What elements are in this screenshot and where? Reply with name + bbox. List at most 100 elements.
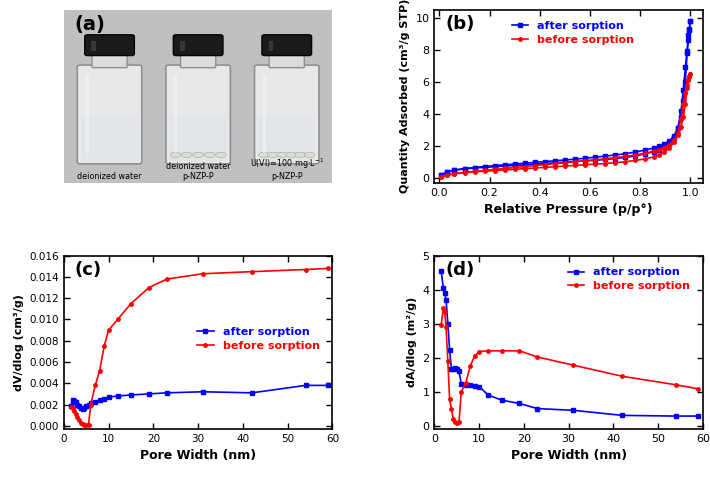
FancyBboxPatch shape xyxy=(173,35,223,55)
Bar xyxy=(92,41,97,51)
after sorption xyxy=(445,347,454,353)
before sorption xyxy=(91,383,99,388)
after sorption xyxy=(694,413,703,419)
before sorption xyxy=(674,130,682,136)
after sorption xyxy=(78,406,87,412)
after sorption xyxy=(481,164,489,170)
after sorption xyxy=(84,402,93,407)
Line: before sorption: before sorption xyxy=(439,307,700,425)
after sorption xyxy=(683,49,692,54)
after sorption xyxy=(533,406,542,412)
after sorption xyxy=(66,402,75,408)
after sorption xyxy=(449,366,457,372)
Bar xyxy=(180,41,185,51)
after sorption xyxy=(466,382,474,388)
before sorption xyxy=(470,169,479,175)
before sorption xyxy=(75,417,83,423)
Legend: after sorption, before sorption: after sorption, before sorption xyxy=(507,17,638,49)
after sorption xyxy=(80,405,89,411)
before sorption xyxy=(683,82,692,88)
after sorption xyxy=(670,134,678,140)
Text: (d): (d) xyxy=(445,261,474,279)
before sorption xyxy=(95,368,104,374)
before sorption xyxy=(449,416,457,422)
FancyBboxPatch shape xyxy=(82,117,138,161)
before sorption xyxy=(82,422,91,428)
after sorption xyxy=(95,397,104,403)
before sorption xyxy=(665,146,673,151)
before sorption xyxy=(681,90,689,96)
before sorption xyxy=(442,324,450,330)
Bar xyxy=(263,76,266,153)
Text: (c): (c) xyxy=(75,261,102,279)
after sorption xyxy=(530,161,539,167)
after sorption xyxy=(470,165,479,171)
Ellipse shape xyxy=(305,152,315,158)
Text: (b): (b) xyxy=(445,15,474,33)
after sorption xyxy=(510,162,519,168)
after sorption xyxy=(601,157,609,162)
before sorption xyxy=(437,322,445,328)
before sorption xyxy=(611,160,619,166)
before sorption xyxy=(71,411,80,417)
after sorption xyxy=(73,402,82,407)
before sorption xyxy=(571,162,579,168)
before sorption xyxy=(447,406,456,412)
before sorption xyxy=(515,348,524,354)
FancyBboxPatch shape xyxy=(180,52,216,67)
Line: after sorption: after sorption xyxy=(439,269,700,418)
before sorption xyxy=(484,348,492,354)
before sorption xyxy=(672,382,680,388)
Line: before sorption: before sorption xyxy=(439,72,692,178)
Y-axis label: dA/dlog (m²/g): dA/dlog (m²/g) xyxy=(407,297,417,388)
before sorption xyxy=(497,348,506,354)
after sorption xyxy=(660,144,668,150)
before sorption xyxy=(621,159,629,165)
before sorption xyxy=(145,285,153,291)
after sorption xyxy=(447,366,456,372)
Line: after sorption: after sorption xyxy=(439,19,692,176)
before sorption xyxy=(686,71,694,77)
before sorption xyxy=(445,396,454,402)
before sorption xyxy=(491,168,499,174)
before sorption xyxy=(569,362,577,368)
after sorption xyxy=(462,382,470,388)
before sorption xyxy=(601,161,609,166)
before sorption xyxy=(679,101,687,107)
after sorption xyxy=(497,397,506,403)
Text: (a): (a) xyxy=(75,15,106,34)
Bar xyxy=(85,76,89,153)
before sorption xyxy=(437,174,446,180)
Text: deionized water: deionized water xyxy=(77,172,142,181)
before sorption xyxy=(439,306,447,311)
after sorption xyxy=(457,381,466,387)
Text: U(VI)=100 mg·L$^{-1}$
p-NZP-P: U(VI)=100 mg·L$^{-1}$ p-NZP-P xyxy=(250,156,324,181)
before sorption xyxy=(694,386,703,392)
X-axis label: Pore Width (nm): Pore Width (nm) xyxy=(140,449,256,462)
before sorption xyxy=(591,161,599,167)
after sorption xyxy=(82,402,91,408)
before sorption xyxy=(581,162,589,168)
before sorption xyxy=(443,173,452,178)
before sorption xyxy=(457,388,466,394)
after sorption xyxy=(684,37,693,43)
after sorption xyxy=(471,383,479,388)
after sorption xyxy=(439,285,447,291)
before sorption xyxy=(198,271,207,277)
after sorption xyxy=(127,392,136,398)
before sorption xyxy=(677,116,685,121)
before sorption xyxy=(451,419,459,425)
FancyBboxPatch shape xyxy=(166,65,230,164)
before sorption xyxy=(550,164,559,170)
after sorption xyxy=(674,125,682,131)
before sorption xyxy=(481,168,489,174)
after sorption xyxy=(665,140,673,146)
after sorption xyxy=(114,393,122,399)
before sorption xyxy=(618,374,627,379)
before sorption xyxy=(460,170,469,175)
after sorption xyxy=(681,65,689,70)
after sorption xyxy=(198,389,207,395)
before sorption xyxy=(84,422,93,428)
after sorption xyxy=(685,27,694,33)
FancyBboxPatch shape xyxy=(258,117,315,161)
